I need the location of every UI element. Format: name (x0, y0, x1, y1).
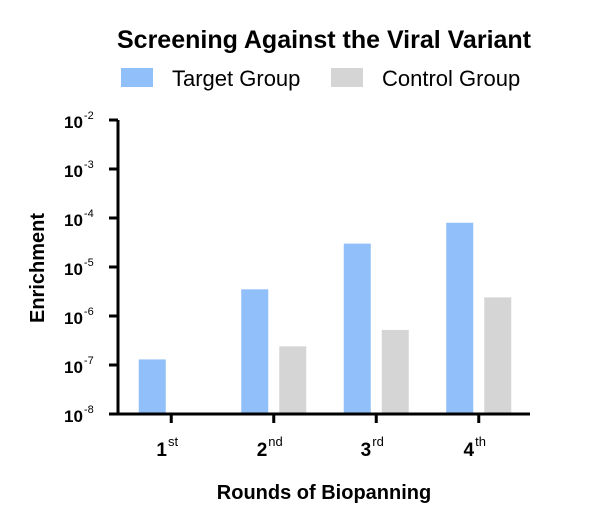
y-tick-label: 10-4 (64, 208, 94, 230)
y-tick-exponent: -3 (84, 159, 94, 171)
y-tick-base: 10 (64, 162, 83, 181)
x-tick-number: 2 (257, 440, 268, 461)
y-tick-exponent: -6 (84, 306, 94, 318)
x-tick-label: 2nd (257, 434, 283, 461)
legend-swatch-target-group (121, 68, 153, 87)
legend-swatch-control-group (331, 68, 363, 87)
y-tick-base: 10 (64, 211, 83, 230)
legend-label-target-group: Target Group (172, 66, 300, 91)
y-tick-exponent: -2 (84, 110, 94, 122)
y-tick-exponent: -7 (84, 355, 94, 367)
bar-target-group-4 (446, 222, 474, 414)
y-tick-exponent: -8 (84, 404, 94, 416)
x-tick-suffix: st (168, 434, 179, 449)
y-tick-label: 10-3 (64, 159, 94, 181)
x-tick-label: 4th (464, 434, 486, 461)
x-tick-number: 3 (361, 440, 372, 461)
x-tick-suffix: th (475, 434, 486, 449)
legend-label-control-group: Control Group (382, 66, 520, 91)
y-tick-label: 10-5 (64, 257, 94, 279)
y-tick-label: 10-7 (64, 355, 94, 377)
x-axis-title: Rounds of Biopanning (217, 482, 431, 504)
bar-control-group-2 (279, 346, 307, 414)
x-tick-number: 4 (464, 440, 475, 461)
y-tick-base: 10 (64, 113, 83, 132)
chart-title: Screening Against the Viral Variant (117, 26, 532, 54)
x-tick-label: 3rd (361, 434, 384, 461)
x-tick-suffix: rd (372, 434, 384, 449)
y-tick-label: 10-2 (64, 110, 94, 132)
y-tick-base: 10 (64, 407, 83, 426)
y-tick-base: 10 (64, 260, 83, 279)
bar-control-group-3 (381, 329, 409, 414)
y-axis-title: Enrichment (27, 213, 49, 323)
bar-target-group-1 (138, 359, 166, 414)
legend: Target Group Control Group (121, 66, 520, 91)
x-tick-number: 1 (156, 440, 167, 461)
bar-control-group-4 (484, 297, 512, 414)
y-tick-base: 10 (64, 358, 83, 377)
y-tick-exponent: -5 (84, 257, 94, 269)
x-tick-suffix: nd (268, 434, 282, 449)
bar-target-group-2 (241, 289, 269, 414)
y-tick-exponent: -4 (84, 208, 94, 220)
y-tick-label: 10-8 (64, 404, 94, 426)
y-tick-base: 10 (64, 309, 83, 328)
y-tick-label: 10-6 (64, 306, 94, 328)
x-tick-label: 1st (156, 434, 178, 461)
bar-target-group-3 (343, 243, 371, 414)
